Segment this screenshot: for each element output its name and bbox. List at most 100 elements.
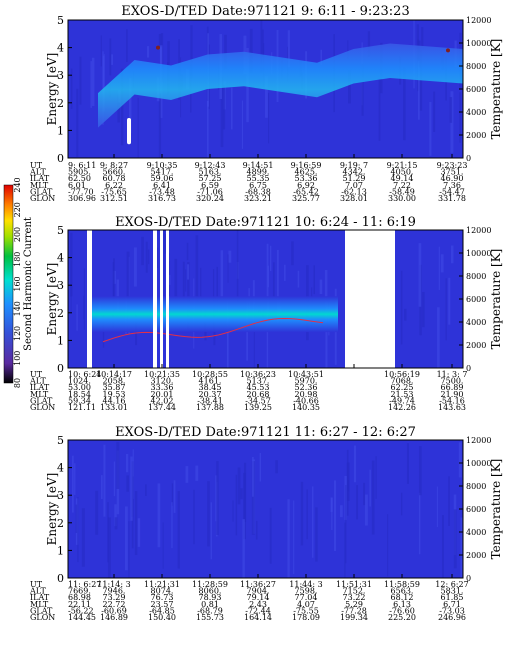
table-cell: 7.07 bbox=[345, 181, 363, 190]
table-cell: 316.73 bbox=[148, 194, 176, 203]
table-cell: 6.59 bbox=[201, 181, 219, 190]
table-cell: -64.85 bbox=[149, 606, 175, 615]
texture-streak bbox=[70, 68, 73, 109]
table-cell: 3120. bbox=[151, 377, 174, 386]
table-cell: 7500. bbox=[441, 377, 464, 386]
texture-streak bbox=[448, 476, 450, 526]
data-gap bbox=[166, 230, 169, 368]
texture-streak bbox=[169, 274, 171, 285]
colorbar-tick-label: 100 bbox=[13, 351, 22, 366]
texture-streak bbox=[440, 254, 444, 273]
texture-streak bbox=[216, 461, 219, 536]
table-cell: 7904. bbox=[247, 587, 270, 596]
table-cell: 312.51 bbox=[100, 194, 128, 203]
colorbar-tick-label: 180 bbox=[13, 252, 22, 267]
table-cell: -38.41 bbox=[197, 396, 223, 405]
table-row-label: UT bbox=[30, 161, 43, 170]
table-cell: -75.65 bbox=[101, 187, 127, 196]
texture-streak bbox=[75, 504, 78, 534]
table-cell: 140.35 bbox=[292, 403, 320, 412]
texture-streak bbox=[116, 441, 120, 489]
texture-streak bbox=[112, 262, 114, 328]
texture-streak bbox=[297, 270, 300, 288]
texture-streak bbox=[157, 483, 161, 548]
y-tick-label: 0 bbox=[57, 152, 64, 165]
texture-streak bbox=[114, 517, 118, 530]
table-cell: 53.00 bbox=[68, 383, 91, 392]
table-row-label: MLT bbox=[30, 390, 49, 399]
texture-streak bbox=[107, 502, 109, 563]
y-tick-label: 1 bbox=[57, 544, 64, 557]
texture-streak bbox=[177, 491, 180, 569]
table-row-label: ALT bbox=[29, 377, 46, 386]
texture-streak bbox=[148, 249, 150, 265]
texture-streak bbox=[222, 84, 226, 130]
texture-streak bbox=[340, 505, 343, 518]
table-cell: 6.13 bbox=[393, 600, 411, 609]
texture-streak bbox=[137, 97, 139, 158]
table-cell: 4899. bbox=[247, 168, 270, 177]
y-tick-label: 3 bbox=[57, 489, 64, 502]
table-cell: 35.87 bbox=[103, 383, 126, 392]
texture-streak bbox=[269, 507, 272, 564]
texture-streak bbox=[437, 307, 440, 368]
texture-streak bbox=[319, 279, 323, 295]
table-row-label: ALT bbox=[29, 168, 46, 177]
texture-streak bbox=[266, 303, 269, 368]
table-cell: 53.36 bbox=[295, 174, 318, 183]
texture-streak bbox=[126, 453, 129, 473]
texture-streak bbox=[353, 445, 357, 483]
table-row-label: GLON bbox=[30, 403, 55, 412]
colorbar: 80 100 120 140 160 180 200 220 240 Second Harmoni… bbox=[3, 177, 34, 388]
table-cell: -77.70 bbox=[68, 187, 94, 196]
texture-streak bbox=[126, 251, 130, 311]
texture-streak bbox=[312, 486, 314, 558]
texture-streak bbox=[174, 258, 178, 301]
texture-streak bbox=[190, 25, 193, 79]
texture-streak bbox=[193, 489, 195, 545]
texture-streak bbox=[114, 504, 117, 527]
table-cell: 178.09 bbox=[292, 613, 320, 622]
texture-streak bbox=[438, 246, 440, 290]
texture-streak bbox=[116, 279, 119, 312]
texture-streak bbox=[346, 449, 349, 516]
texture-streak bbox=[320, 49, 323, 66]
colorbar-label: Second Harmonic Current bbox=[23, 217, 34, 351]
table-cell: 59.06 bbox=[151, 174, 174, 183]
table-cell: 11:58:59 bbox=[384, 580, 420, 589]
texture-streak bbox=[253, 304, 255, 368]
table-cell: 8074. bbox=[151, 587, 174, 596]
table-cell: 9: 8:27 bbox=[100, 161, 128, 170]
table-cell: 10:28:55 bbox=[192, 370, 228, 379]
y2-tick-label: 2000 bbox=[466, 341, 486, 350]
table-cell: 52.36 bbox=[295, 383, 318, 392]
colorbar-tick-label: 200 bbox=[13, 227, 22, 242]
texture-streak bbox=[241, 100, 244, 149]
table-cell: 11:21:31 bbox=[144, 580, 180, 589]
table-cell: 9:21:15 bbox=[387, 161, 418, 170]
table-cell: 45.53 bbox=[247, 383, 270, 392]
table-cell: 68.12 bbox=[391, 593, 414, 602]
texture-streak bbox=[252, 456, 254, 497]
table-cell: 46.90 bbox=[441, 174, 464, 183]
y2-tick-label: 0 bbox=[466, 364, 471, 373]
y-tick-label: 4 bbox=[57, 252, 64, 265]
table-cell: 9:16:59 bbox=[291, 161, 322, 170]
texture-streak bbox=[141, 236, 144, 266]
data-gap bbox=[87, 230, 92, 368]
texture-streak bbox=[300, 481, 304, 546]
table-cell: 11:28:59 bbox=[192, 580, 228, 589]
texture-streak bbox=[76, 304, 78, 331]
texture-streak bbox=[145, 241, 148, 273]
table-cell: 10:43:51 bbox=[288, 370, 324, 379]
texture-streak bbox=[272, 262, 275, 297]
table-cell: 5970. bbox=[295, 377, 318, 386]
texture-streak bbox=[375, 456, 377, 499]
texture-streak bbox=[268, 92, 270, 144]
table-cell: 133.01 bbox=[100, 403, 128, 412]
table-cell: 6.71 bbox=[443, 600, 461, 609]
texture-streak bbox=[451, 245, 454, 264]
table-cell: 7598. bbox=[295, 587, 318, 596]
